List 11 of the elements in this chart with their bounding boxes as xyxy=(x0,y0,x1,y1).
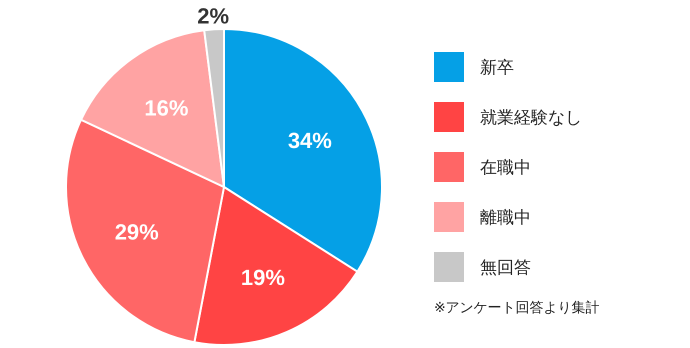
legend-label: 新卒 xyxy=(480,58,514,78)
legend-label: 在職中 xyxy=(480,158,531,178)
data-label: 34% xyxy=(288,128,332,153)
data-label: 2% xyxy=(197,3,230,28)
data-label: 29% xyxy=(114,219,159,244)
legend-label: 離職中 xyxy=(480,208,531,228)
legend-label: 就業経験なし xyxy=(480,108,582,128)
data-label: 19% xyxy=(240,264,285,290)
legend-label: 無回答 xyxy=(480,258,531,278)
data-label: 16% xyxy=(144,96,188,121)
text: ※アンケート回答より集計 xyxy=(434,300,600,316)
